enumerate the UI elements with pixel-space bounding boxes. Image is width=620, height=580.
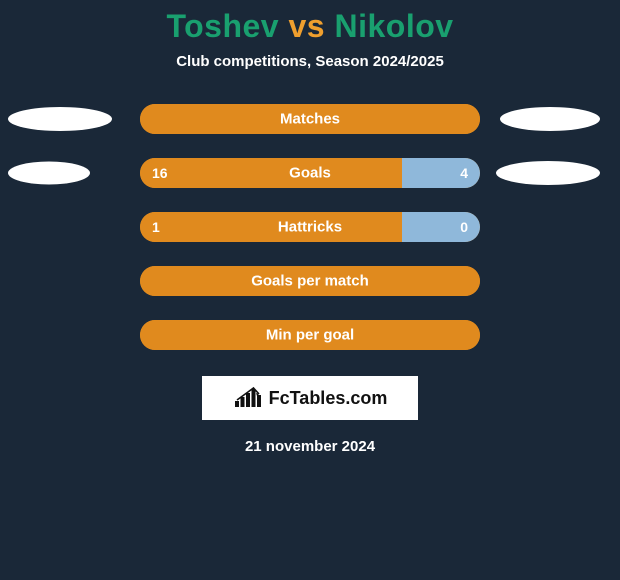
- title-vs: vs: [288, 8, 325, 44]
- stat-row: Goals164: [0, 158, 620, 188]
- title-player1: Toshev: [166, 8, 279, 44]
- bar-left: [140, 212, 402, 242]
- bar-left: [140, 158, 402, 188]
- bar-right: [402, 212, 480, 242]
- bar-track: Min per goal: [140, 320, 480, 350]
- bar-left: [140, 266, 480, 296]
- side-ellipse-right: [496, 161, 600, 185]
- stat-rows: Matches Goals164 Hattricks10 Goals per matc…: [0, 104, 620, 350]
- logo-text: FcTables.com: [269, 388, 388, 409]
- stat-row: Hattricks10: [0, 212, 620, 242]
- content-root: Toshev vs Nikolov Club competitions, Sea…: [0, 0, 620, 455]
- side-ellipse-left: [8, 107, 112, 131]
- title-player2: Nikolov: [334, 8, 453, 44]
- stat-row: Matches: [0, 104, 620, 134]
- bar-track: Goals per match: [140, 266, 480, 296]
- logo-box: FcTables.com: [202, 376, 418, 420]
- logo-chart-icon: [233, 385, 263, 412]
- side-ellipse-left: [8, 162, 90, 185]
- bar-left: [140, 104, 480, 134]
- logo-chart-svg: [233, 385, 263, 407]
- stat-row: Min per goal: [0, 320, 620, 350]
- bar-track: Goals164: [140, 158, 480, 188]
- side-ellipse-right: [500, 107, 600, 131]
- bar-left: [140, 320, 480, 350]
- subtitle: Club competitions, Season 2024/2025: [0, 53, 620, 70]
- page-title: Toshev vs Nikolov: [0, 8, 620, 45]
- stat-row: Goals per match: [0, 266, 620, 296]
- bar-track: Matches: [140, 104, 480, 134]
- date-text: 21 november 2024: [0, 438, 620, 455]
- bar-right: [402, 158, 480, 188]
- bar-track: Hattricks10: [140, 212, 480, 242]
